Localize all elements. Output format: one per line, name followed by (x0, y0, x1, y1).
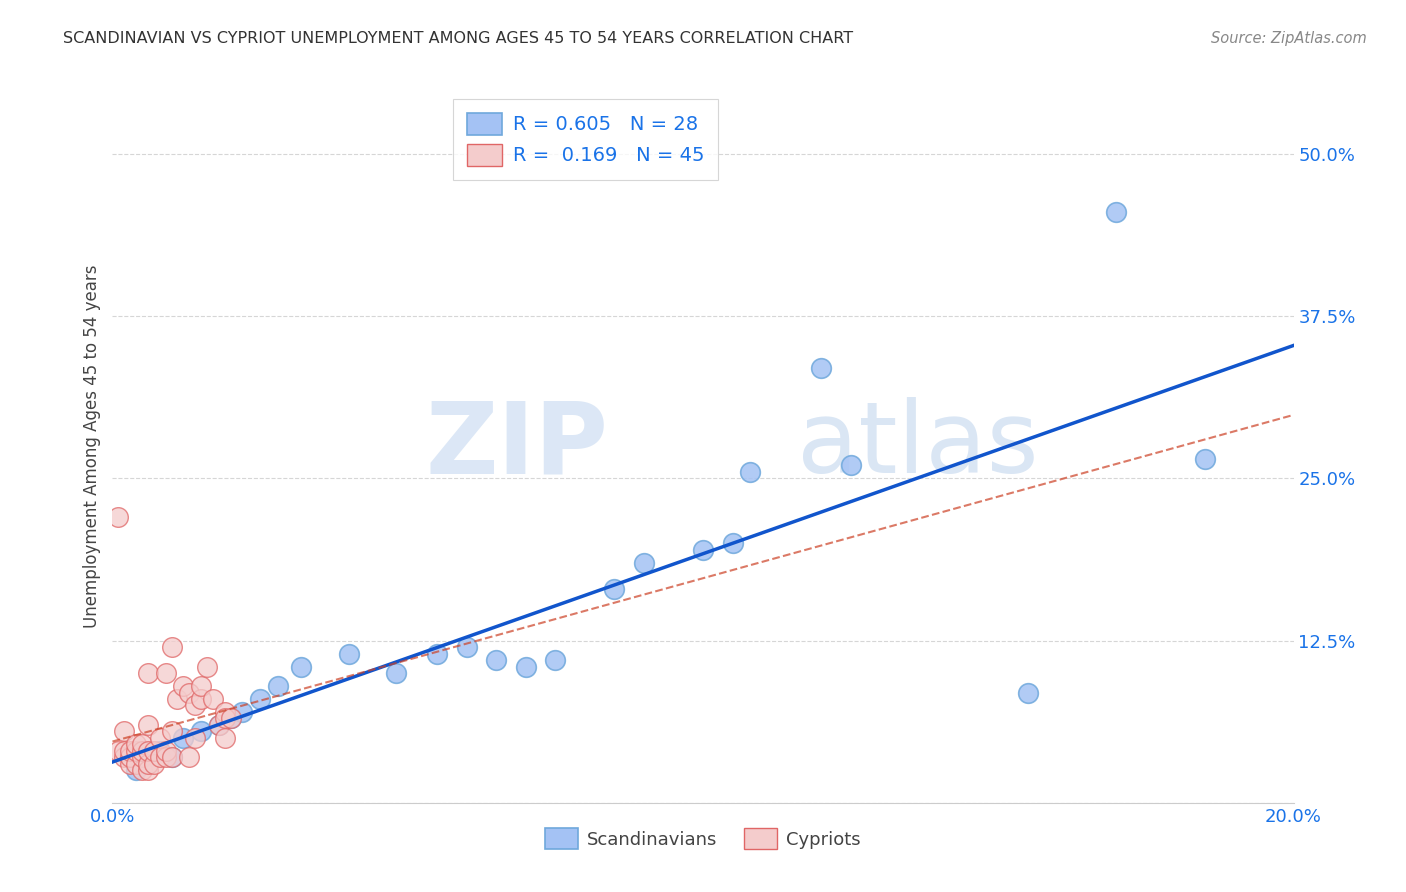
Point (456, 640, 478, 654)
Point (142, 744, 165, 758)
Point (179, 750, 201, 764)
Point (231, 705, 253, 719)
Point (112, 750, 135, 764)
Point (195, 659, 218, 673)
Point (155, 744, 177, 758)
Point (1017, 685, 1039, 699)
Point (485, 653, 508, 667)
Point (201, 692, 224, 706)
Point (337, 647, 360, 661)
Point (214, 705, 236, 719)
Point (155, 750, 177, 764)
Point (692, 542, 714, 557)
Point (112, 744, 135, 758)
Point (131, 764, 153, 778)
Point (385, 666, 408, 681)
Point (1194, 452, 1216, 467)
Point (131, 744, 153, 758)
Point (136, 718, 159, 732)
Legend: Scandinavians, Cypriots: Scandinavians, Cypriots (537, 819, 869, 858)
Point (179, 685, 201, 699)
Point (120, 750, 142, 764)
Point (208, 718, 231, 732)
Point (219, 711, 242, 725)
Point (131, 750, 153, 764)
Point (208, 718, 231, 732)
Point (125, 764, 148, 778)
Point (160, 750, 183, 764)
Point (160, 750, 183, 764)
Text: atlas: atlas (797, 398, 1039, 494)
Point (515, 659, 537, 673)
Point (107, 510, 129, 524)
Point (125, 744, 148, 758)
Text: ZIP: ZIP (426, 398, 609, 494)
Point (603, 582, 626, 596)
Point (426, 647, 449, 661)
Point (172, 679, 194, 693)
Point (112, 724, 135, 739)
Point (166, 692, 188, 706)
Point (160, 640, 183, 654)
Point (190, 692, 212, 706)
Point (120, 756, 142, 771)
Point (184, 731, 207, 745)
Point (740, 465, 762, 479)
Point (125, 756, 148, 771)
Point (136, 764, 159, 778)
Point (721, 536, 744, 550)
Text: SCANDINAVIAN VS CYPRIOT UNEMPLOYMENT AMONG AGES 45 TO 54 YEARS CORRELATION CHART: SCANDINAVIAN VS CYPRIOT UNEMPLOYMENT AMO… (63, 31, 853, 46)
Point (136, 756, 159, 771)
Point (107, 744, 129, 758)
Point (633, 556, 655, 570)
Point (149, 744, 172, 758)
Point (149, 750, 172, 764)
Point (249, 692, 271, 706)
Point (160, 724, 183, 739)
Point (810, 361, 832, 376)
Point (155, 666, 177, 681)
Point (136, 744, 159, 758)
Point (544, 653, 567, 667)
Point (839, 458, 862, 473)
Point (214, 731, 236, 745)
Point (142, 756, 165, 771)
Text: Source: ZipAtlas.com: Source: ZipAtlas.com (1211, 31, 1367, 46)
Point (149, 731, 172, 745)
Y-axis label: Unemployment Among Ages 45 to 54 years: Unemployment Among Ages 45 to 54 years (83, 264, 101, 628)
Point (136, 666, 159, 681)
Point (131, 738, 153, 752)
Point (214, 711, 236, 725)
Point (1105, 205, 1128, 219)
Point (184, 698, 207, 713)
Point (172, 731, 194, 745)
Point (219, 711, 242, 725)
Point (125, 738, 148, 752)
Point (290, 659, 312, 673)
Point (267, 679, 290, 693)
Point (120, 744, 142, 758)
Point (190, 724, 212, 739)
Point (190, 679, 212, 693)
